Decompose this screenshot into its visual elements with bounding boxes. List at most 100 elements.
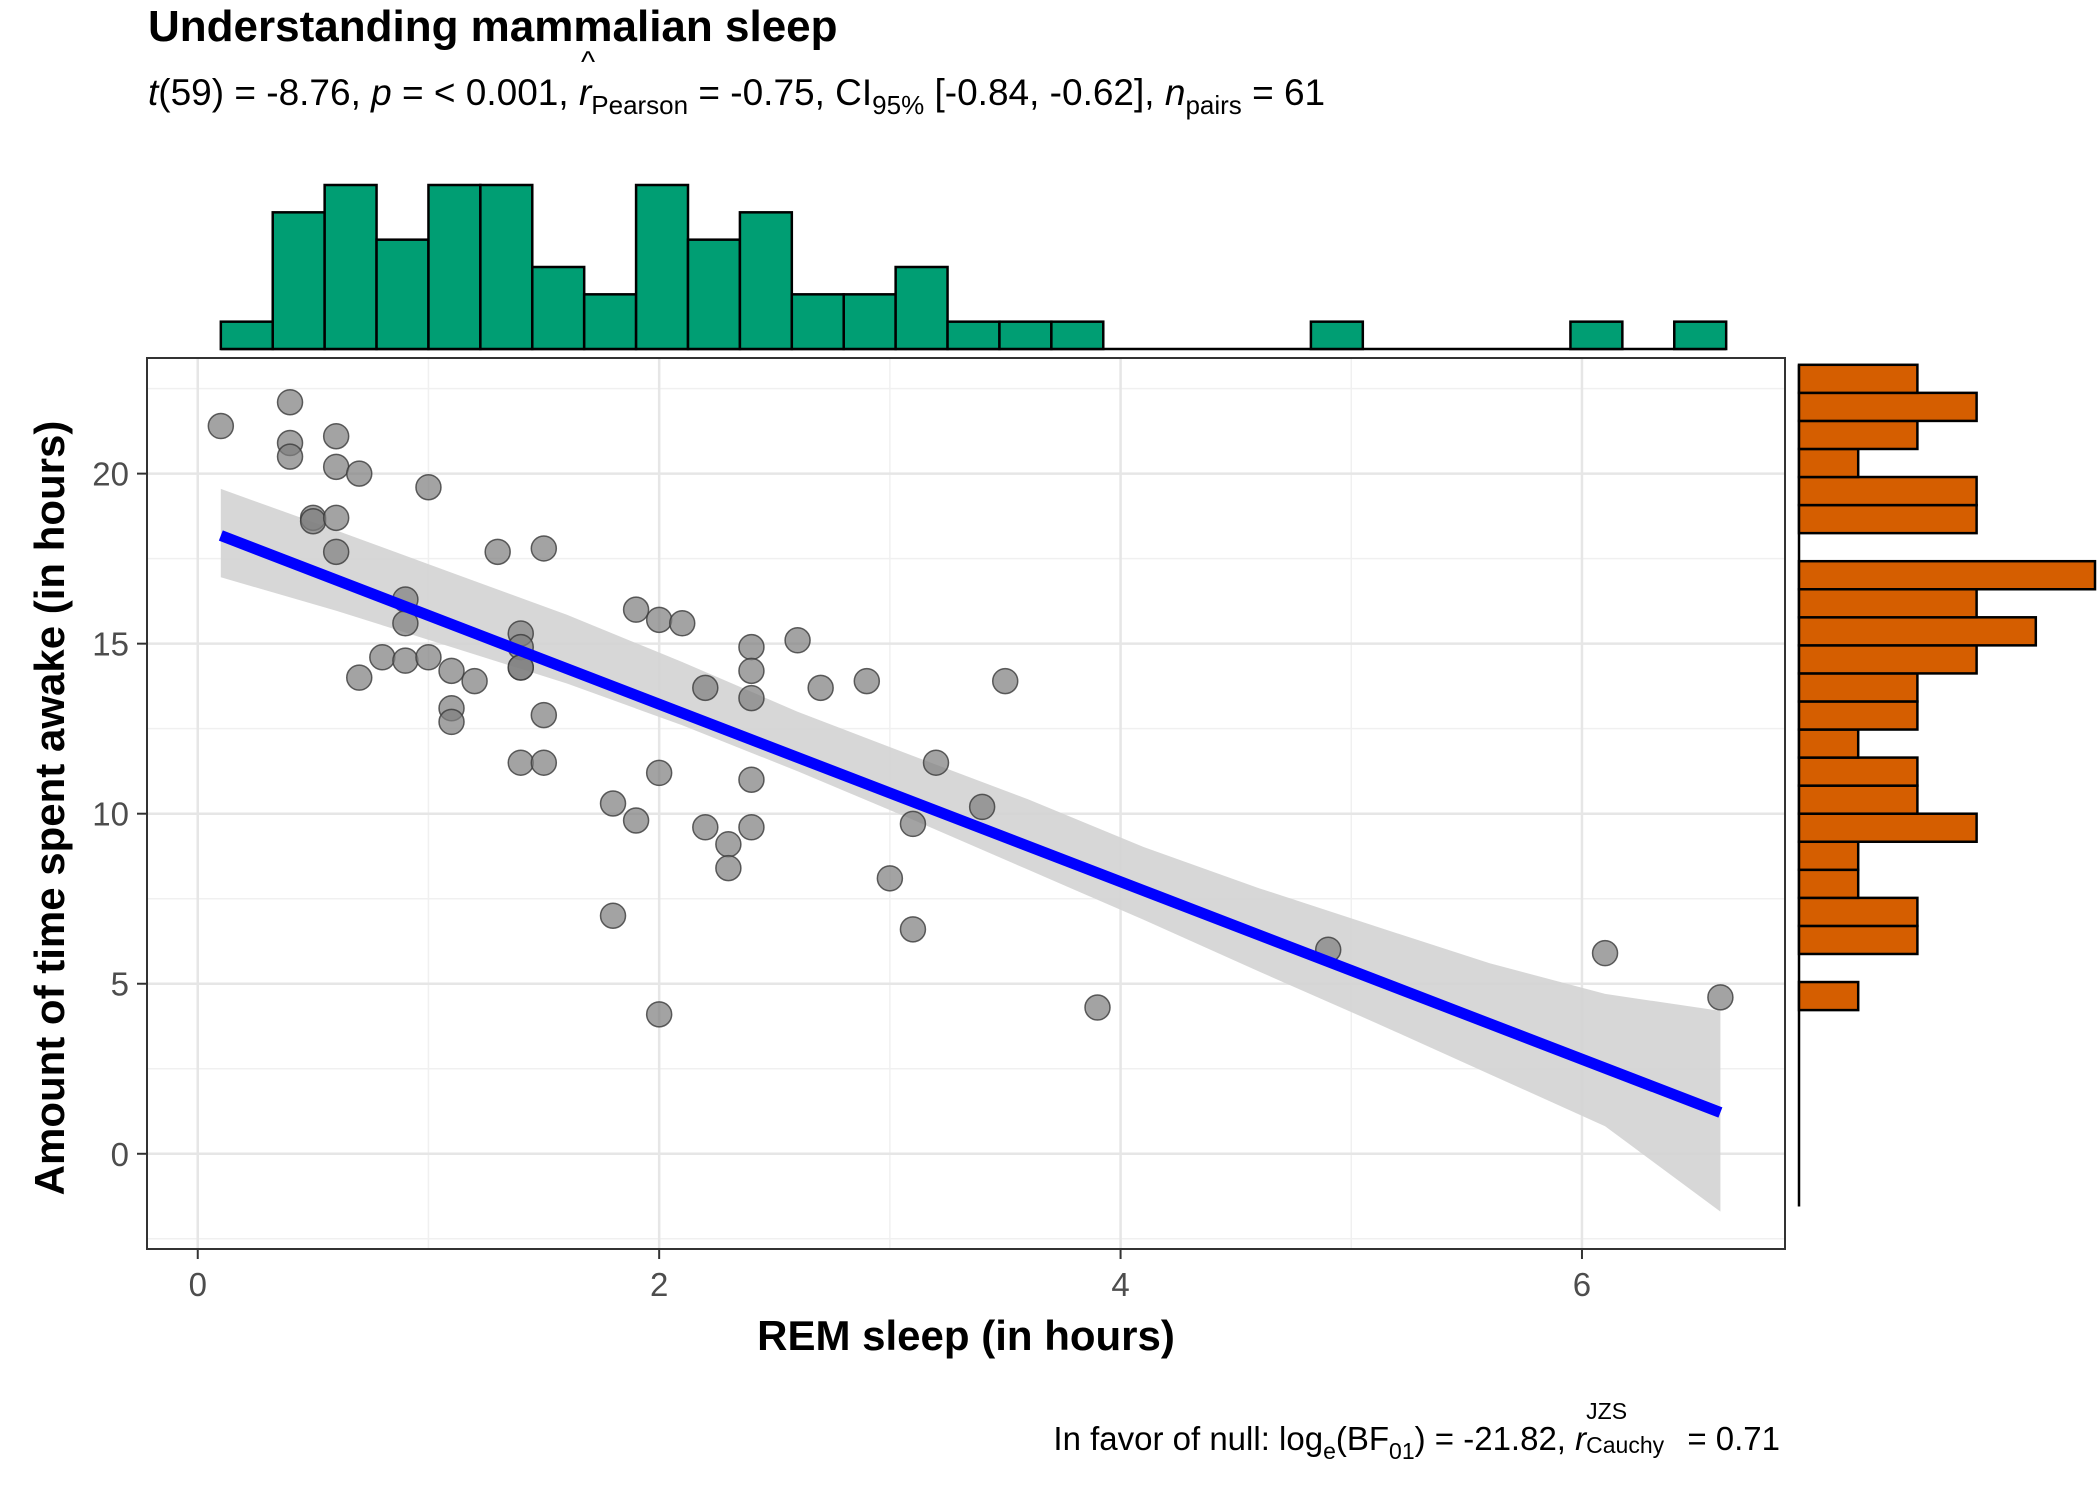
data-point	[715, 854, 742, 882]
data-point	[922, 749, 950, 776]
subtitle-p-value: = < 0.001,	[391, 72, 579, 113]
data-point	[461, 667, 488, 695]
subtitle-t-symbol: t	[148, 72, 159, 113]
x-histogram-bar	[1050, 320, 1105, 351]
data-point	[207, 412, 235, 440]
caption-r-scripts: JZS Cauchy	[1586, 1398, 1678, 1458]
data-point	[738, 684, 765, 712]
data-point	[322, 504, 350, 532]
subtitle-ci-value: [-0.84, -0.62],	[924, 72, 1165, 113]
x-histogram-bar	[219, 320, 274, 351]
x-histogram-bar	[842, 293, 897, 351]
y-histogram-bar	[1797, 475, 1978, 507]
data-point	[1707, 984, 1734, 1011]
x-histogram-bar	[1309, 320, 1365, 351]
x-histogram-bar	[531, 265, 586, 351]
x-histogram-bar	[271, 211, 326, 351]
data-point	[322, 453, 350, 481]
data-point	[322, 422, 350, 450]
data-point	[369, 644, 396, 671]
y-tick-label: 0	[111, 1136, 129, 1173]
y-histogram-bar	[1797, 784, 1919, 815]
data-point	[530, 535, 558, 562]
y-histogram-bar	[1797, 391, 1978, 423]
caption-r-superscript: JZS	[1586, 1398, 1628, 1424]
data-point	[738, 633, 765, 661]
y-histogram-bar	[1797, 700, 1919, 731]
x-histogram-bar	[738, 211, 794, 351]
y-histogram-bar	[1797, 756, 1919, 787]
data-point	[622, 596, 650, 623]
data-point	[530, 701, 558, 729]
x-histogram-bar	[946, 320, 1001, 351]
data-point	[738, 657, 765, 685]
y-histogram-bar	[1797, 447, 1860, 479]
y-histogram-bar	[1797, 419, 1919, 451]
y-histogram-bar	[1797, 728, 1860, 759]
caption-r-value: = 0.71	[1678, 1420, 1780, 1457]
x-tick-label: 6	[1573, 1266, 1591, 1303]
x-histogram-bar	[479, 183, 534, 351]
data-point	[784, 627, 811, 654]
x-histogram-bar	[582, 293, 638, 351]
x-tick-label: 4	[1111, 1266, 1129, 1303]
panel-border	[146, 357, 1786, 1250]
y-tick-label: 5	[111, 966, 129, 1003]
data-point	[345, 664, 373, 691]
x-histogram-bar	[375, 238, 430, 351]
data-point	[345, 460, 373, 487]
data-point	[899, 810, 927, 838]
chart-subtitle: t(59) = -8.76, p = < 0.001, rPearson = -…	[148, 46, 1326, 121]
data-point	[276, 388, 304, 416]
data-point	[484, 538, 511, 566]
regression-line	[218, 530, 1723, 1118]
x-histogram-bar	[1673, 320, 1728, 351]
data-point	[899, 916, 927, 943]
subtitle-n-symbol: n	[1164, 72, 1186, 113]
y-histogram-bar	[1797, 503, 1978, 535]
caption-log-subscript: e	[1323, 1438, 1336, 1464]
subtitle-n-subscript: pairs	[1185, 90, 1242, 120]
data-point	[599, 902, 627, 929]
y-histogram-bar	[1797, 868, 1860, 900]
data-point	[645, 1001, 673, 1028]
subtitle-r-value: = -0.75, CI	[688, 72, 873, 113]
y-histogram-bar	[1797, 363, 1919, 395]
y-histogram-bar	[1797, 559, 2097, 591]
data-point	[299, 507, 327, 535]
x-axis-label: REM sleep (in hours)	[757, 1312, 1175, 1359]
data-point	[1084, 994, 1111, 1021]
data-point	[415, 473, 442, 501]
y-histogram-bar	[1797, 812, 1978, 844]
caption-prefix: In favor of null: log	[1053, 1420, 1324, 1457]
bayes-caption: In favor of null: loge(BF01) = -21.82, r…	[1053, 1398, 1780, 1465]
x-histogram-bar	[323, 183, 378, 351]
caption-r-symbol: r	[1575, 1420, 1587, 1457]
data-point	[807, 674, 834, 702]
data-point	[876, 865, 904, 892]
data-point	[622, 807, 650, 834]
subtitle-r-subscript: Pearson	[591, 90, 689, 120]
y-histogram-bar	[1797, 924, 1919, 956]
y-axis-label: Amount of time spent awake (in hours)	[26, 421, 73, 1196]
subtitle-n-value: = 61	[1241, 72, 1326, 113]
data-point	[392, 647, 419, 674]
subtitle-df: (59) = -8.76,	[158, 72, 372, 113]
data-point	[645, 759, 673, 787]
y-tick-label: 20	[92, 456, 129, 493]
subtitle-p-symbol: p	[371, 72, 392, 113]
caption-bf: (BF	[1335, 1420, 1390, 1457]
data-point	[276, 443, 304, 470]
y-tick-label: 15	[92, 626, 129, 663]
y-histogram-bar	[1797, 980, 1860, 1012]
x-marginal-histogram	[219, 183, 1728, 351]
x-histogram-bar	[686, 238, 742, 351]
x-histogram-bar	[790, 293, 845, 351]
caption-bf-subscript: 01	[1389, 1438, 1415, 1464]
chart-title: Understanding mammalian sleep	[148, 2, 838, 51]
y-histogram-bar	[1797, 896, 1919, 928]
data-point	[692, 814, 719, 841]
y-histogram-bar	[1797, 672, 1919, 703]
x-histogram-bar	[634, 183, 690, 351]
